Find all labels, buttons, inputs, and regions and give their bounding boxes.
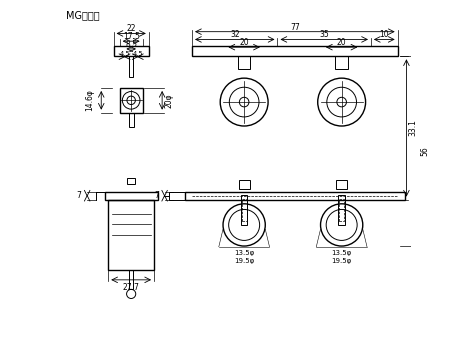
- Bar: [335, 56, 348, 69]
- Text: 33.1: 33.1: [408, 120, 417, 136]
- Bar: [192, 46, 398, 56]
- Bar: [127, 178, 135, 184]
- Bar: [120, 88, 142, 113]
- Text: 4.5: 4.5: [119, 51, 130, 57]
- Bar: [336, 180, 347, 189]
- Text: 22: 22: [126, 24, 136, 33]
- Text: 77: 77: [290, 23, 300, 32]
- Bar: [114, 46, 149, 56]
- Text: 13.5φ: 13.5φ: [331, 250, 352, 256]
- Text: 19.5φ: 19.5φ: [234, 258, 254, 264]
- Text: 14.6φ: 14.6φ: [85, 89, 94, 111]
- Text: 17.5: 17.5: [123, 32, 140, 41]
- Bar: [339, 199, 344, 221]
- Text: 20: 20: [239, 38, 249, 47]
- Bar: [105, 192, 157, 200]
- Bar: [238, 180, 250, 189]
- Bar: [129, 270, 133, 289]
- Bar: [241, 195, 247, 225]
- Bar: [238, 56, 251, 69]
- Text: 19.5φ: 19.5φ: [331, 258, 352, 264]
- Text: 56: 56: [421, 146, 430, 156]
- Bar: [242, 199, 247, 221]
- Text: 27.7: 27.7: [123, 283, 140, 293]
- Bar: [338, 195, 345, 225]
- Bar: [169, 192, 185, 200]
- Text: 32: 32: [230, 30, 240, 39]
- Text: 4.5: 4.5: [133, 51, 143, 57]
- Bar: [108, 200, 154, 270]
- Text: 35: 35: [319, 30, 329, 39]
- Text: 13.5φ: 13.5φ: [234, 250, 254, 256]
- Bar: [185, 192, 405, 200]
- Text: 10: 10: [379, 30, 389, 39]
- Text: 20φ: 20φ: [164, 93, 174, 108]
- Text: 7: 7: [154, 191, 159, 200]
- Text: 20: 20: [337, 38, 346, 47]
- Text: 7: 7: [76, 191, 81, 200]
- Text: 8.5: 8.5: [125, 40, 137, 49]
- Bar: [129, 56, 133, 77]
- Text: MG付座側: MG付座側: [66, 11, 100, 20]
- Bar: [129, 113, 133, 127]
